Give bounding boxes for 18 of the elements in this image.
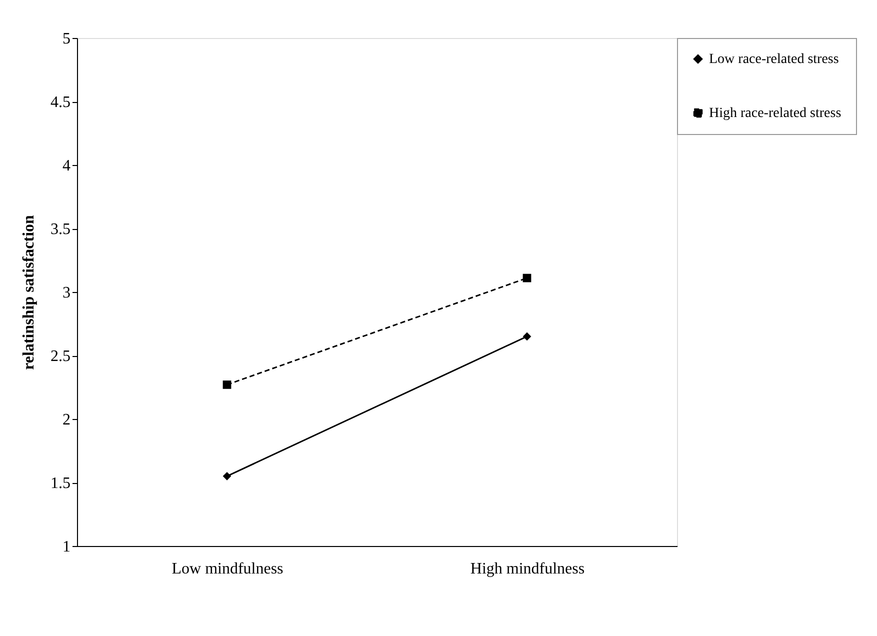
y-tick-label: 2: [62, 412, 70, 428]
y-tick-label: 4.5: [50, 94, 70, 111]
point: [222, 380, 232, 389]
y-tick-label: 1.5: [50, 475, 70, 492]
y-tick-label: 3: [62, 284, 70, 302]
y-tick-label: 4: [62, 158, 70, 174]
point: [522, 332, 532, 341]
y-tick-label: 3.5: [50, 221, 70, 238]
point: [222, 472, 232, 480]
y-tick-label: 2.5: [50, 348, 70, 365]
x-tick-label: High mindfulness: [470, 560, 585, 578]
y-axis-title: relatinship satisfaction: [20, 214, 38, 370]
y-tick-label: 1: [62, 538, 70, 556]
legend-label: Low race-related stress: [709, 52, 839, 67]
x-tick-label: Low mindfulness: [172, 560, 284, 578]
y-tick-label: 5: [62, 30, 70, 48]
point: [522, 274, 532, 282]
legend-label: High race-related stress: [709, 106, 842, 121]
